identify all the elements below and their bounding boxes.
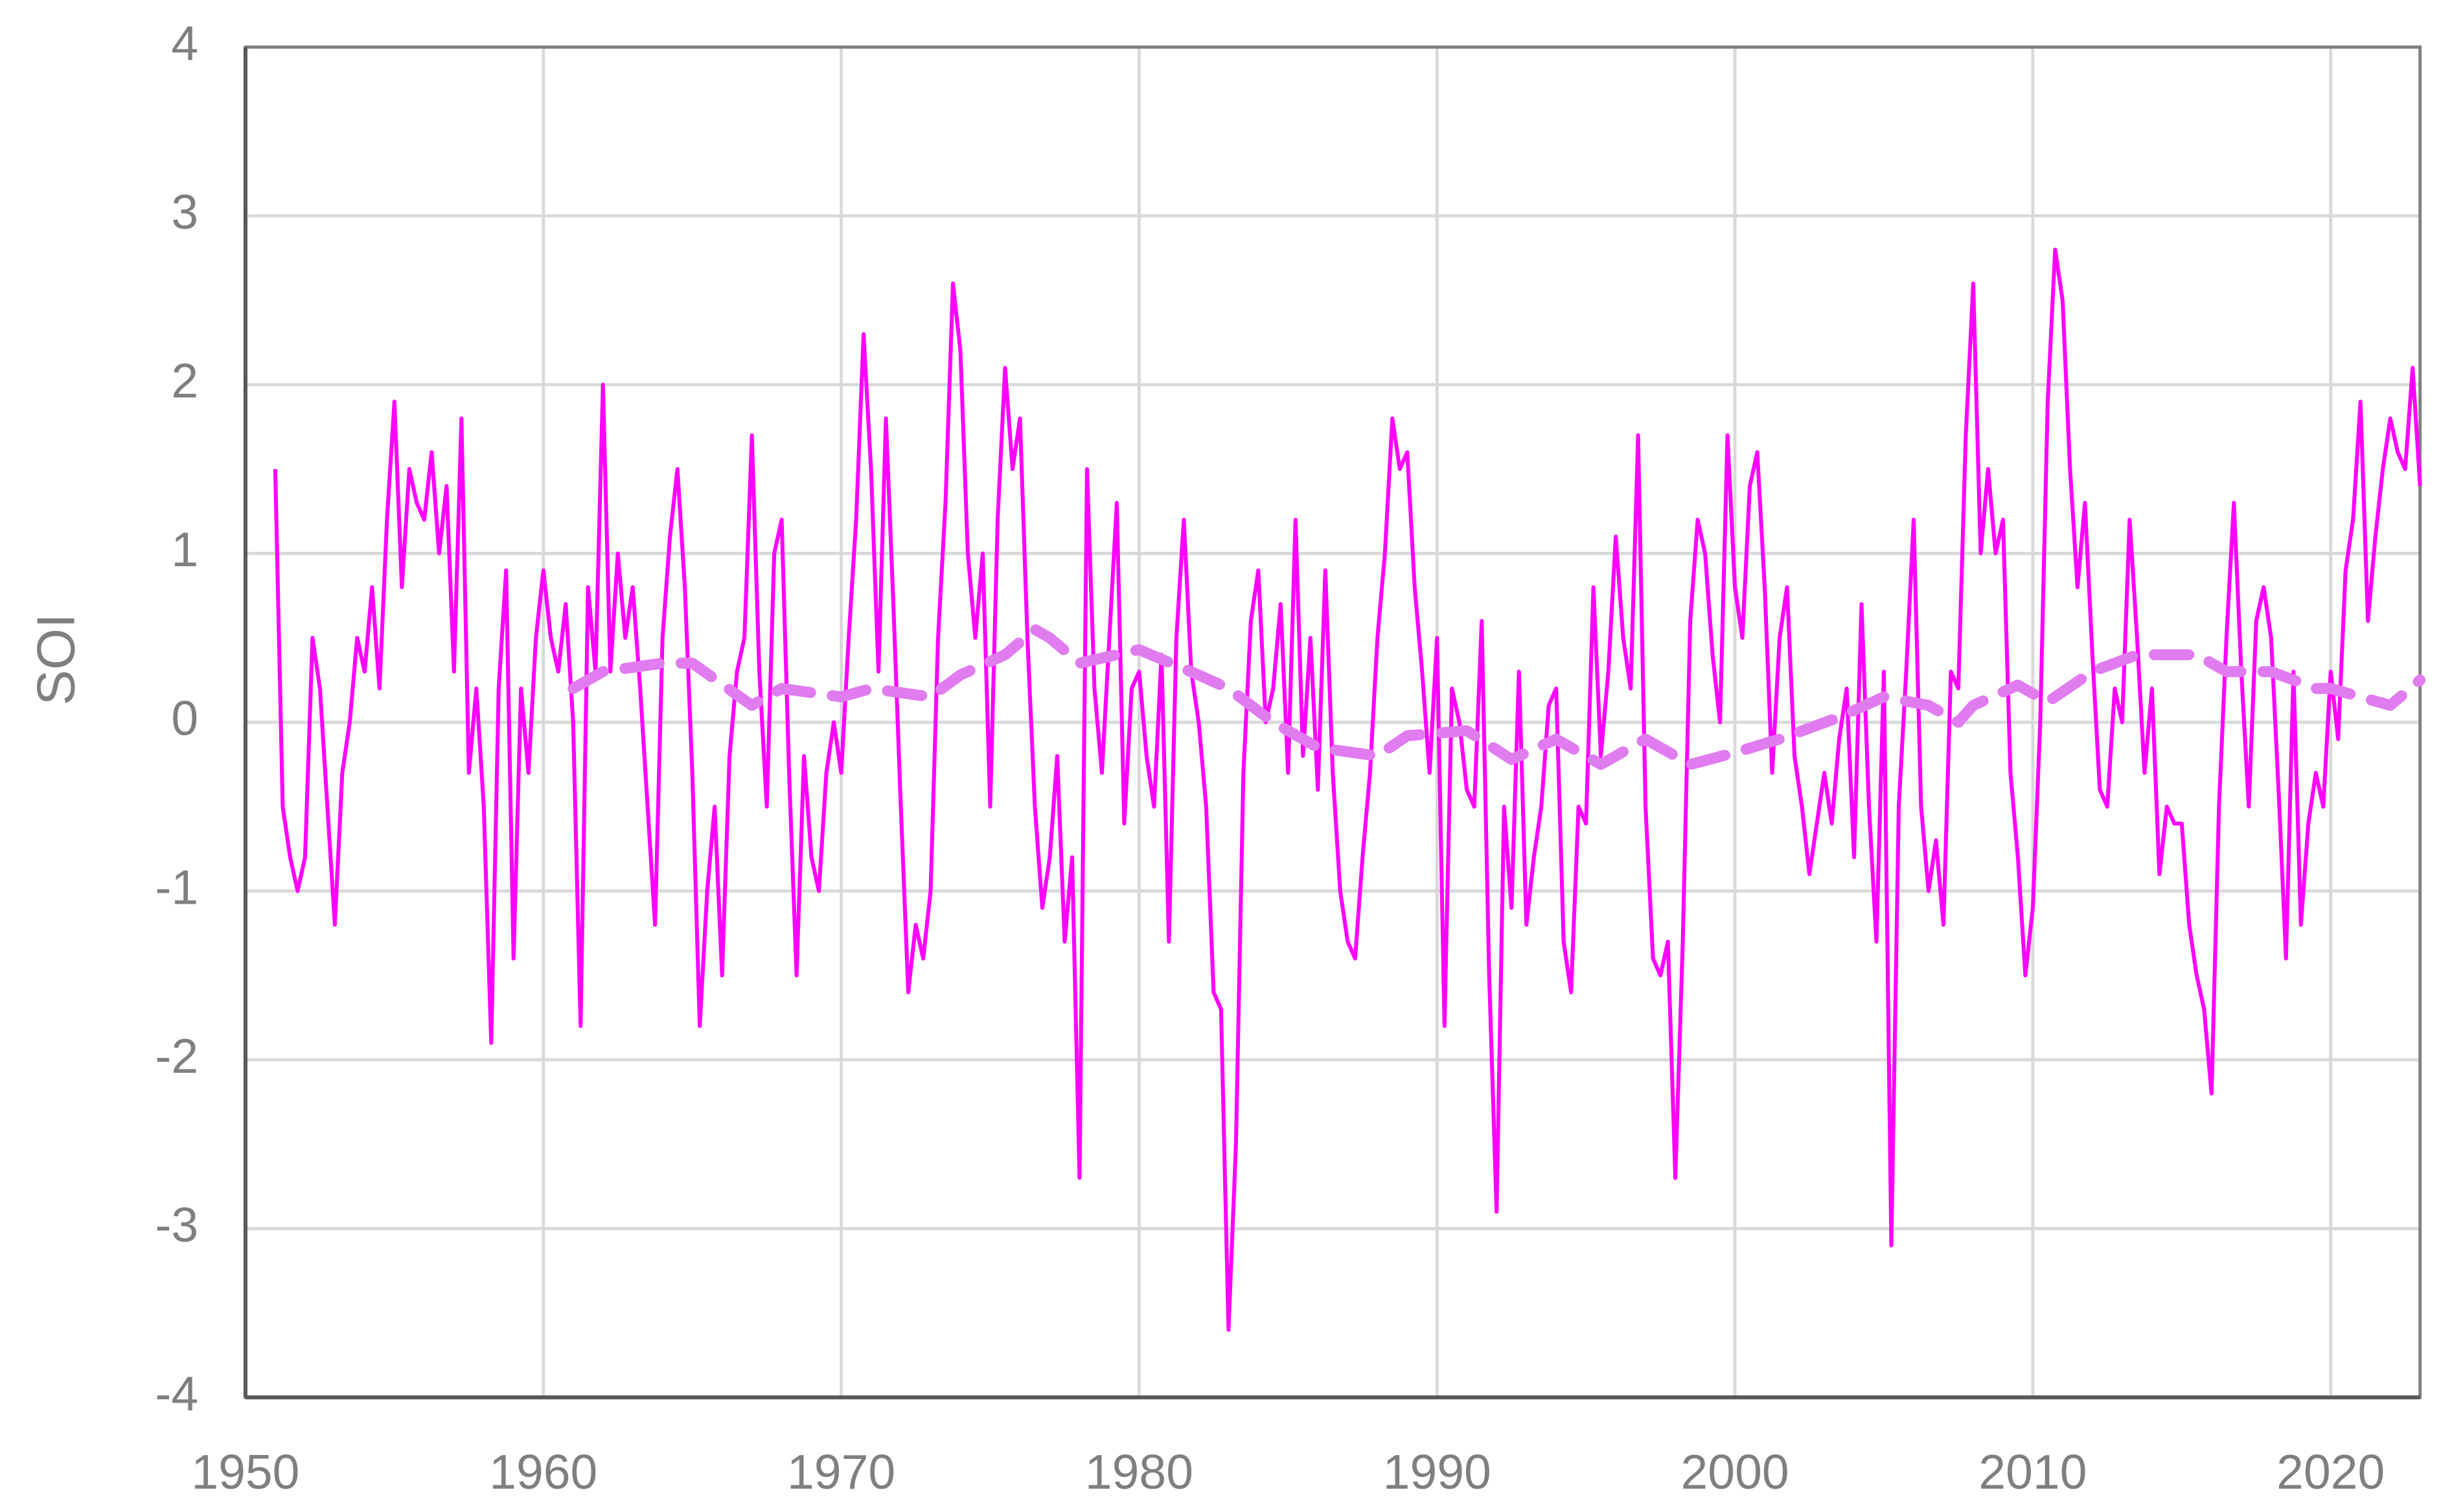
- y-axis-title: SOI: [27, 613, 86, 705]
- x-tick-label: 2000: [1681, 1445, 1789, 1499]
- x-tick-label: 2020: [2276, 1445, 2385, 1499]
- data-line: [273, 247, 2422, 1332]
- y-tick-label: -2: [155, 1029, 198, 1083]
- trend-line: [567, 624, 2426, 770]
- y-tick-label: -1: [155, 860, 198, 914]
- y-tick-label: -3: [155, 1197, 198, 1252]
- x-tick-label: 1990: [1383, 1445, 1491, 1499]
- y-tick-label: 4: [171, 16, 198, 71]
- x-tick-label: 1980: [1085, 1445, 1193, 1499]
- y-tick-label: 2: [171, 354, 198, 408]
- y-tick-label: 3: [171, 185, 198, 239]
- x-tick-label: 2010: [1978, 1445, 2087, 1499]
- x-tick-label: 1950: [191, 1445, 299, 1499]
- x-tick-label: 1960: [489, 1445, 597, 1499]
- y-tick-label: 0: [171, 691, 198, 746]
- y-tick-label: -4: [155, 1366, 198, 1421]
- x-tick-label: 1970: [787, 1445, 895, 1499]
- y-tick-label: 1: [171, 522, 198, 577]
